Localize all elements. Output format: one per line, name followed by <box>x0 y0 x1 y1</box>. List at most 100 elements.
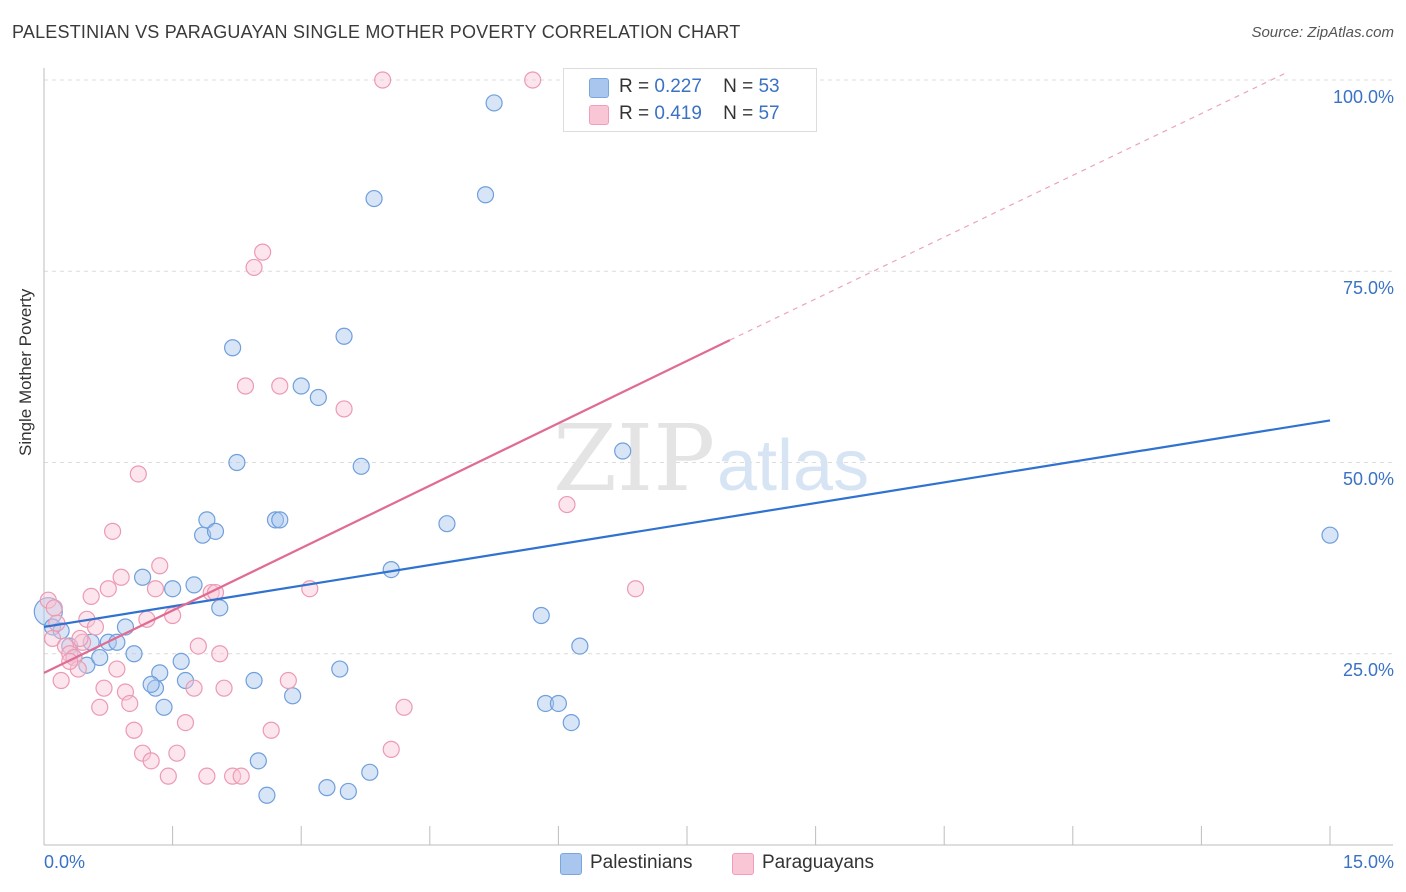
palestinian-point <box>142 675 160 693</box>
watermark-zip: ZIP <box>553 405 715 512</box>
paraguayan-point <box>189 637 207 655</box>
paraguayan-point <box>168 744 186 762</box>
paraguayan-point <box>236 377 255 395</box>
paraguayan-point <box>395 698 413 716</box>
axes <box>43 68 1393 846</box>
paraguayan-point <box>176 713 195 732</box>
paraguayan-point <box>129 465 147 483</box>
watermark: ZIP atlas <box>553 405 869 512</box>
paraguayan-point <box>262 721 280 739</box>
paraguayan-point <box>279 671 297 690</box>
paraguayan-point <box>524 71 542 89</box>
palestinian-point <box>562 713 580 732</box>
palestinian-point <box>155 698 173 716</box>
trend-lines <box>43 71 1331 674</box>
paraguayan-trend-extension <box>729 71 1288 341</box>
y-tick-25: 25.0% <box>1342 660 1394 680</box>
paraguayan-point <box>558 495 576 514</box>
watermark-atlas: atlas <box>717 426 869 506</box>
paraguayan-point <box>232 767 250 785</box>
paraguayan-point <box>82 587 100 605</box>
paraguayan-point <box>125 721 143 739</box>
palestinian-point <box>485 94 503 112</box>
y-axis-label: Single Mother Poverty <box>16 288 35 456</box>
paraguayan-point <box>86 618 105 636</box>
paraguayan-point <box>108 660 126 678</box>
paraguayan-point <box>45 599 63 617</box>
chart-title: PALESTINIAN VS PARAGUAYAN SINGLE MOTHER … <box>12 22 741 42</box>
palestinian-point <box>284 687 302 705</box>
legend-text: R = 0.419 N = 57 <box>619 103 780 124</box>
chart-source: Source: ZipAtlas.com <box>1251 24 1394 41</box>
paraguayan-point <box>52 671 70 690</box>
palestinian-point <box>211 599 229 617</box>
paraguayan-point <box>99 580 117 598</box>
grid-lines <box>44 79 1393 655</box>
paraguayan-point <box>91 698 109 716</box>
x-tick-min: 0.0% <box>44 852 86 872</box>
palestinian-point <box>224 339 242 357</box>
paraguayan-point <box>215 679 233 697</box>
palestinian-point <box>271 511 289 529</box>
palestinian-point <box>133 568 152 586</box>
palestinian-point <box>125 645 143 663</box>
paraguayan-point <box>159 767 177 785</box>
palestinian-point <box>1321 526 1339 544</box>
palestinian-point <box>172 652 190 671</box>
paraguayan-point <box>335 400 353 418</box>
legend-swatch-blue <box>589 78 609 98</box>
paraguayan-point <box>146 580 165 598</box>
palestinian-point <box>245 671 263 690</box>
palestinian-point <box>249 752 267 770</box>
palestinian-point <box>198 511 216 529</box>
palestinian-point <box>266 511 285 529</box>
paraguayan-point <box>271 377 289 395</box>
legend-label: Palestinians <box>590 852 693 873</box>
palestinian-point <box>352 457 370 475</box>
palestinian-point <box>532 606 550 625</box>
paraguayan-point <box>185 679 203 697</box>
palestinian-point <box>571 637 589 655</box>
palestinian-point <box>185 576 203 594</box>
palestinian-point <box>614 442 632 460</box>
palestinian-point <box>549 694 568 713</box>
palestinian-point <box>258 786 276 804</box>
palestinian-point <box>536 694 555 713</box>
palestinian-point <box>361 763 379 781</box>
palestinian-point <box>318 779 336 797</box>
palestinian-point <box>339 782 357 801</box>
y-tick-50: 50.0% <box>1342 469 1394 489</box>
palestinian-point <box>331 660 349 678</box>
palestinian-point <box>309 388 327 407</box>
paraguayan-point <box>374 71 392 89</box>
paraguayan-point <box>211 645 229 663</box>
palestinian-point <box>151 664 169 682</box>
paraguayan-point <box>121 694 139 713</box>
palestinian-point <box>228 453 246 472</box>
palestinian-point <box>292 377 310 395</box>
legend-text: R = 0.227 N = 53 <box>619 76 780 97</box>
palestinian-point <box>438 515 456 533</box>
palestinian-point <box>91 648 109 667</box>
paraguayan-point <box>198 767 216 785</box>
paraguayan-point <box>254 243 272 261</box>
palestinian-point <box>335 327 353 345</box>
legend-swatch-pink <box>732 853 754 875</box>
palestinian-trend-line <box>43 419 1331 629</box>
palestinian-point <box>476 186 495 204</box>
paraguayan-point <box>71 629 89 648</box>
paraguayan-point <box>95 679 113 697</box>
stats-legend: R = 0.227 N = 53 R = 0.419 N = 57 <box>563 68 817 132</box>
paraguayan-point <box>142 752 160 770</box>
legend-swatch-blue <box>560 853 582 875</box>
paraguayan-point <box>245 258 263 277</box>
paraguayan-trend-line <box>43 339 731 674</box>
y-tick-100: 100.0% <box>1332 87 1394 107</box>
legend-swatch-pink <box>589 105 609 125</box>
palestinian-point <box>365 189 383 208</box>
paraguayan-point <box>112 568 130 586</box>
paraguayan-point <box>151 557 169 575</box>
palestinian-point <box>164 580 182 598</box>
palestinian-point <box>206 522 225 540</box>
paraguayan-point <box>382 740 400 758</box>
